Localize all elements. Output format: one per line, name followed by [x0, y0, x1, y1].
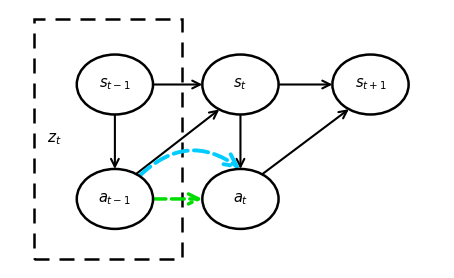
Ellipse shape	[202, 169, 279, 229]
Text: $a_t$: $a_t$	[233, 191, 248, 207]
Text: $z_t$: $z_t$	[47, 131, 62, 147]
Ellipse shape	[202, 54, 279, 115]
Ellipse shape	[77, 169, 153, 229]
Text: $s_t$: $s_t$	[233, 77, 247, 92]
Text: $s_{t+1}$: $s_{t+1}$	[355, 77, 386, 92]
Bar	[34, 19, 182, 259]
Text: $s_{t-1}$: $s_{t-1}$	[99, 77, 131, 92]
Ellipse shape	[77, 54, 153, 115]
Text: $a_{t-1}$: $a_{t-1}$	[99, 191, 131, 207]
Ellipse shape	[332, 54, 409, 115]
